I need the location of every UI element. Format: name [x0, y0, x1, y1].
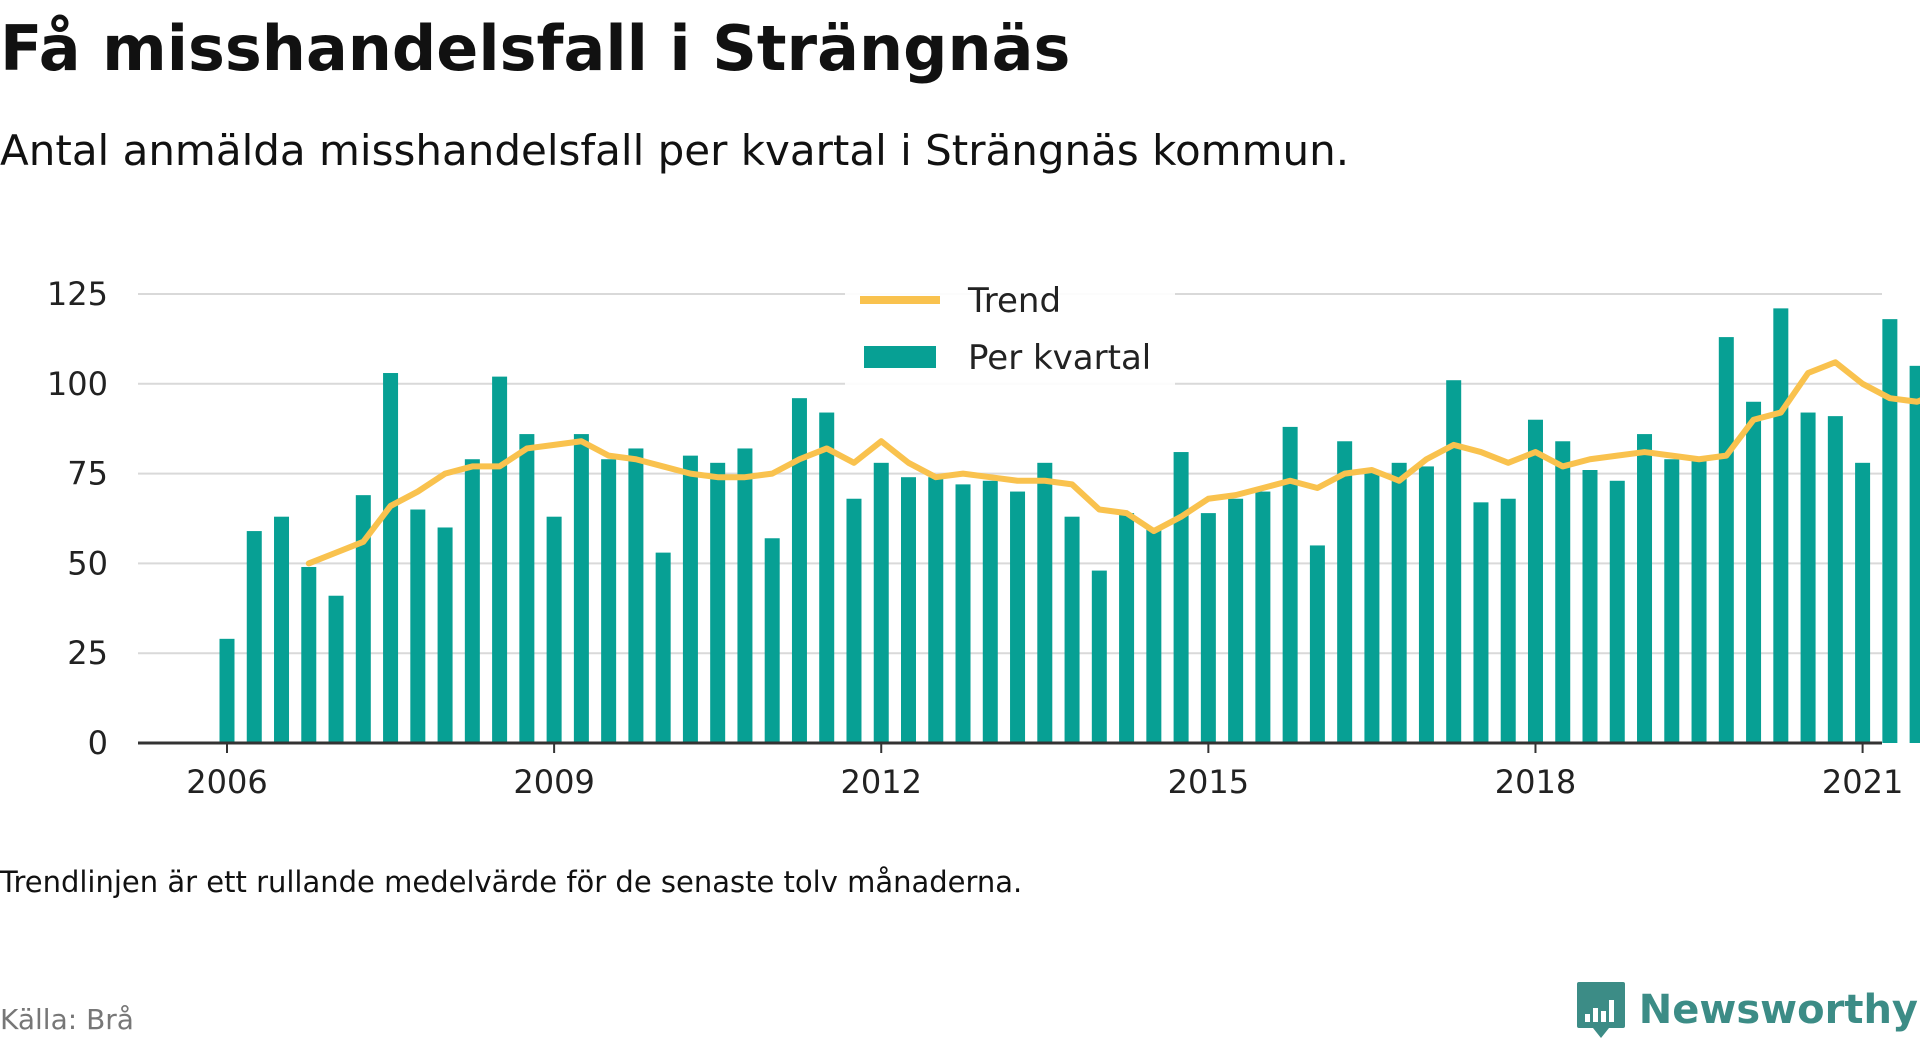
bar [1146, 527, 1162, 743]
bar [1391, 462, 1407, 743]
x-tick-label: 2015 [1168, 763, 1249, 801]
legend-trend-label: Trend [967, 281, 1061, 321]
bar [492, 376, 508, 743]
bar [546, 516, 562, 743]
bar [1746, 401, 1762, 743]
bar [1418, 466, 1434, 743]
brand-logo: Newsworthy [1575, 980, 1918, 1040]
bar [846, 498, 862, 743]
x-tick-label: 2021 [1822, 763, 1903, 801]
bar [274, 516, 290, 743]
y-tick-label: 50 [67, 544, 108, 582]
x-tick-label: 2006 [186, 763, 267, 801]
bar [1473, 502, 1489, 743]
bar [1255, 491, 1271, 743]
source-label: Källa: Brå [0, 1003, 134, 1036]
bar [1200, 513, 1216, 743]
bar [328, 595, 344, 743]
bar [1010, 491, 1026, 743]
bar [1718, 337, 1734, 743]
bar [383, 373, 399, 743]
bar [1364, 470, 1380, 743]
y-tick-label: 25 [67, 634, 108, 672]
bar [1882, 319, 1898, 743]
chart-subtitle: Antal anmälda misshandelsfall per kvarta… [0, 126, 1350, 175]
bar [1855, 462, 1871, 743]
bar [1337, 441, 1353, 743]
bar [901, 477, 916, 743]
bar [601, 459, 617, 743]
bar [464, 459, 480, 743]
bar [791, 398, 807, 743]
bar [1037, 462, 1053, 743]
bar [1309, 545, 1325, 743]
bar [873, 462, 889, 743]
bar [1282, 426, 1298, 743]
bar-series [219, 308, 1920, 743]
bar [1500, 498, 1516, 743]
bar [1691, 459, 1707, 743]
y-tick-label: 0 [88, 724, 108, 762]
legend: Trend Per kvartal [845, 270, 1175, 388]
bar [764, 538, 780, 743]
y-tick-label: 125 [47, 275, 108, 313]
bar [1173, 452, 1189, 743]
legend-background [845, 270, 1175, 388]
bar [301, 566, 317, 743]
bar [655, 552, 671, 743]
legend-bar-label: Per kvartal [968, 338, 1151, 378]
x-tick-label: 2009 [513, 763, 594, 801]
x-axis-ticks: 2006200920122015201820212023 [186, 743, 1903, 801]
bar [982, 480, 998, 743]
bar [1446, 380, 1462, 743]
bar [1228, 498, 1244, 743]
bar [1064, 516, 1080, 743]
bar [573, 434, 589, 743]
bar [519, 434, 535, 743]
y-tick-label: 100 [47, 365, 108, 403]
legend-bar-swatch [864, 346, 936, 368]
bar [219, 638, 235, 743]
chart-title: Få misshandelsfall i Strängnäs [0, 12, 1071, 85]
bar [355, 495, 371, 743]
bar [1637, 434, 1653, 743]
bar [1909, 365, 1920, 743]
bar [1119, 513, 1135, 743]
bar [682, 455, 698, 743]
brand-name: Newsworthy [1638, 987, 1918, 1033]
bar [1800, 412, 1816, 743]
bar [737, 448, 753, 743]
bar-chart-speech-bubble-icon [1576, 982, 1625, 1038]
bar [628, 448, 644, 743]
bar [928, 477, 944, 743]
bar [246, 531, 262, 743]
footnote: Trendlinjen är ett rullande medelvärde f… [0, 865, 1023, 899]
bar [410, 509, 426, 743]
bar [955, 484, 971, 743]
bar [1555, 441, 1571, 743]
y-tick-label: 75 [67, 455, 108, 493]
bar [819, 412, 835, 743]
bar [1609, 480, 1625, 743]
bar [1527, 419, 1543, 743]
x-tick-label: 2018 [1495, 763, 1576, 801]
bar [1582, 470, 1598, 743]
bar [1091, 570, 1107, 743]
bar [1664, 459, 1680, 743]
bar [710, 462, 726, 743]
bar [1827, 416, 1843, 743]
x-tick-label: 2012 [841, 763, 922, 801]
bar [1773, 308, 1789, 743]
trend-line [305, 359, 1920, 567]
bar [437, 527, 453, 743]
y-axis-ticks: 0 25 50 75 100 125 [47, 275, 108, 762]
